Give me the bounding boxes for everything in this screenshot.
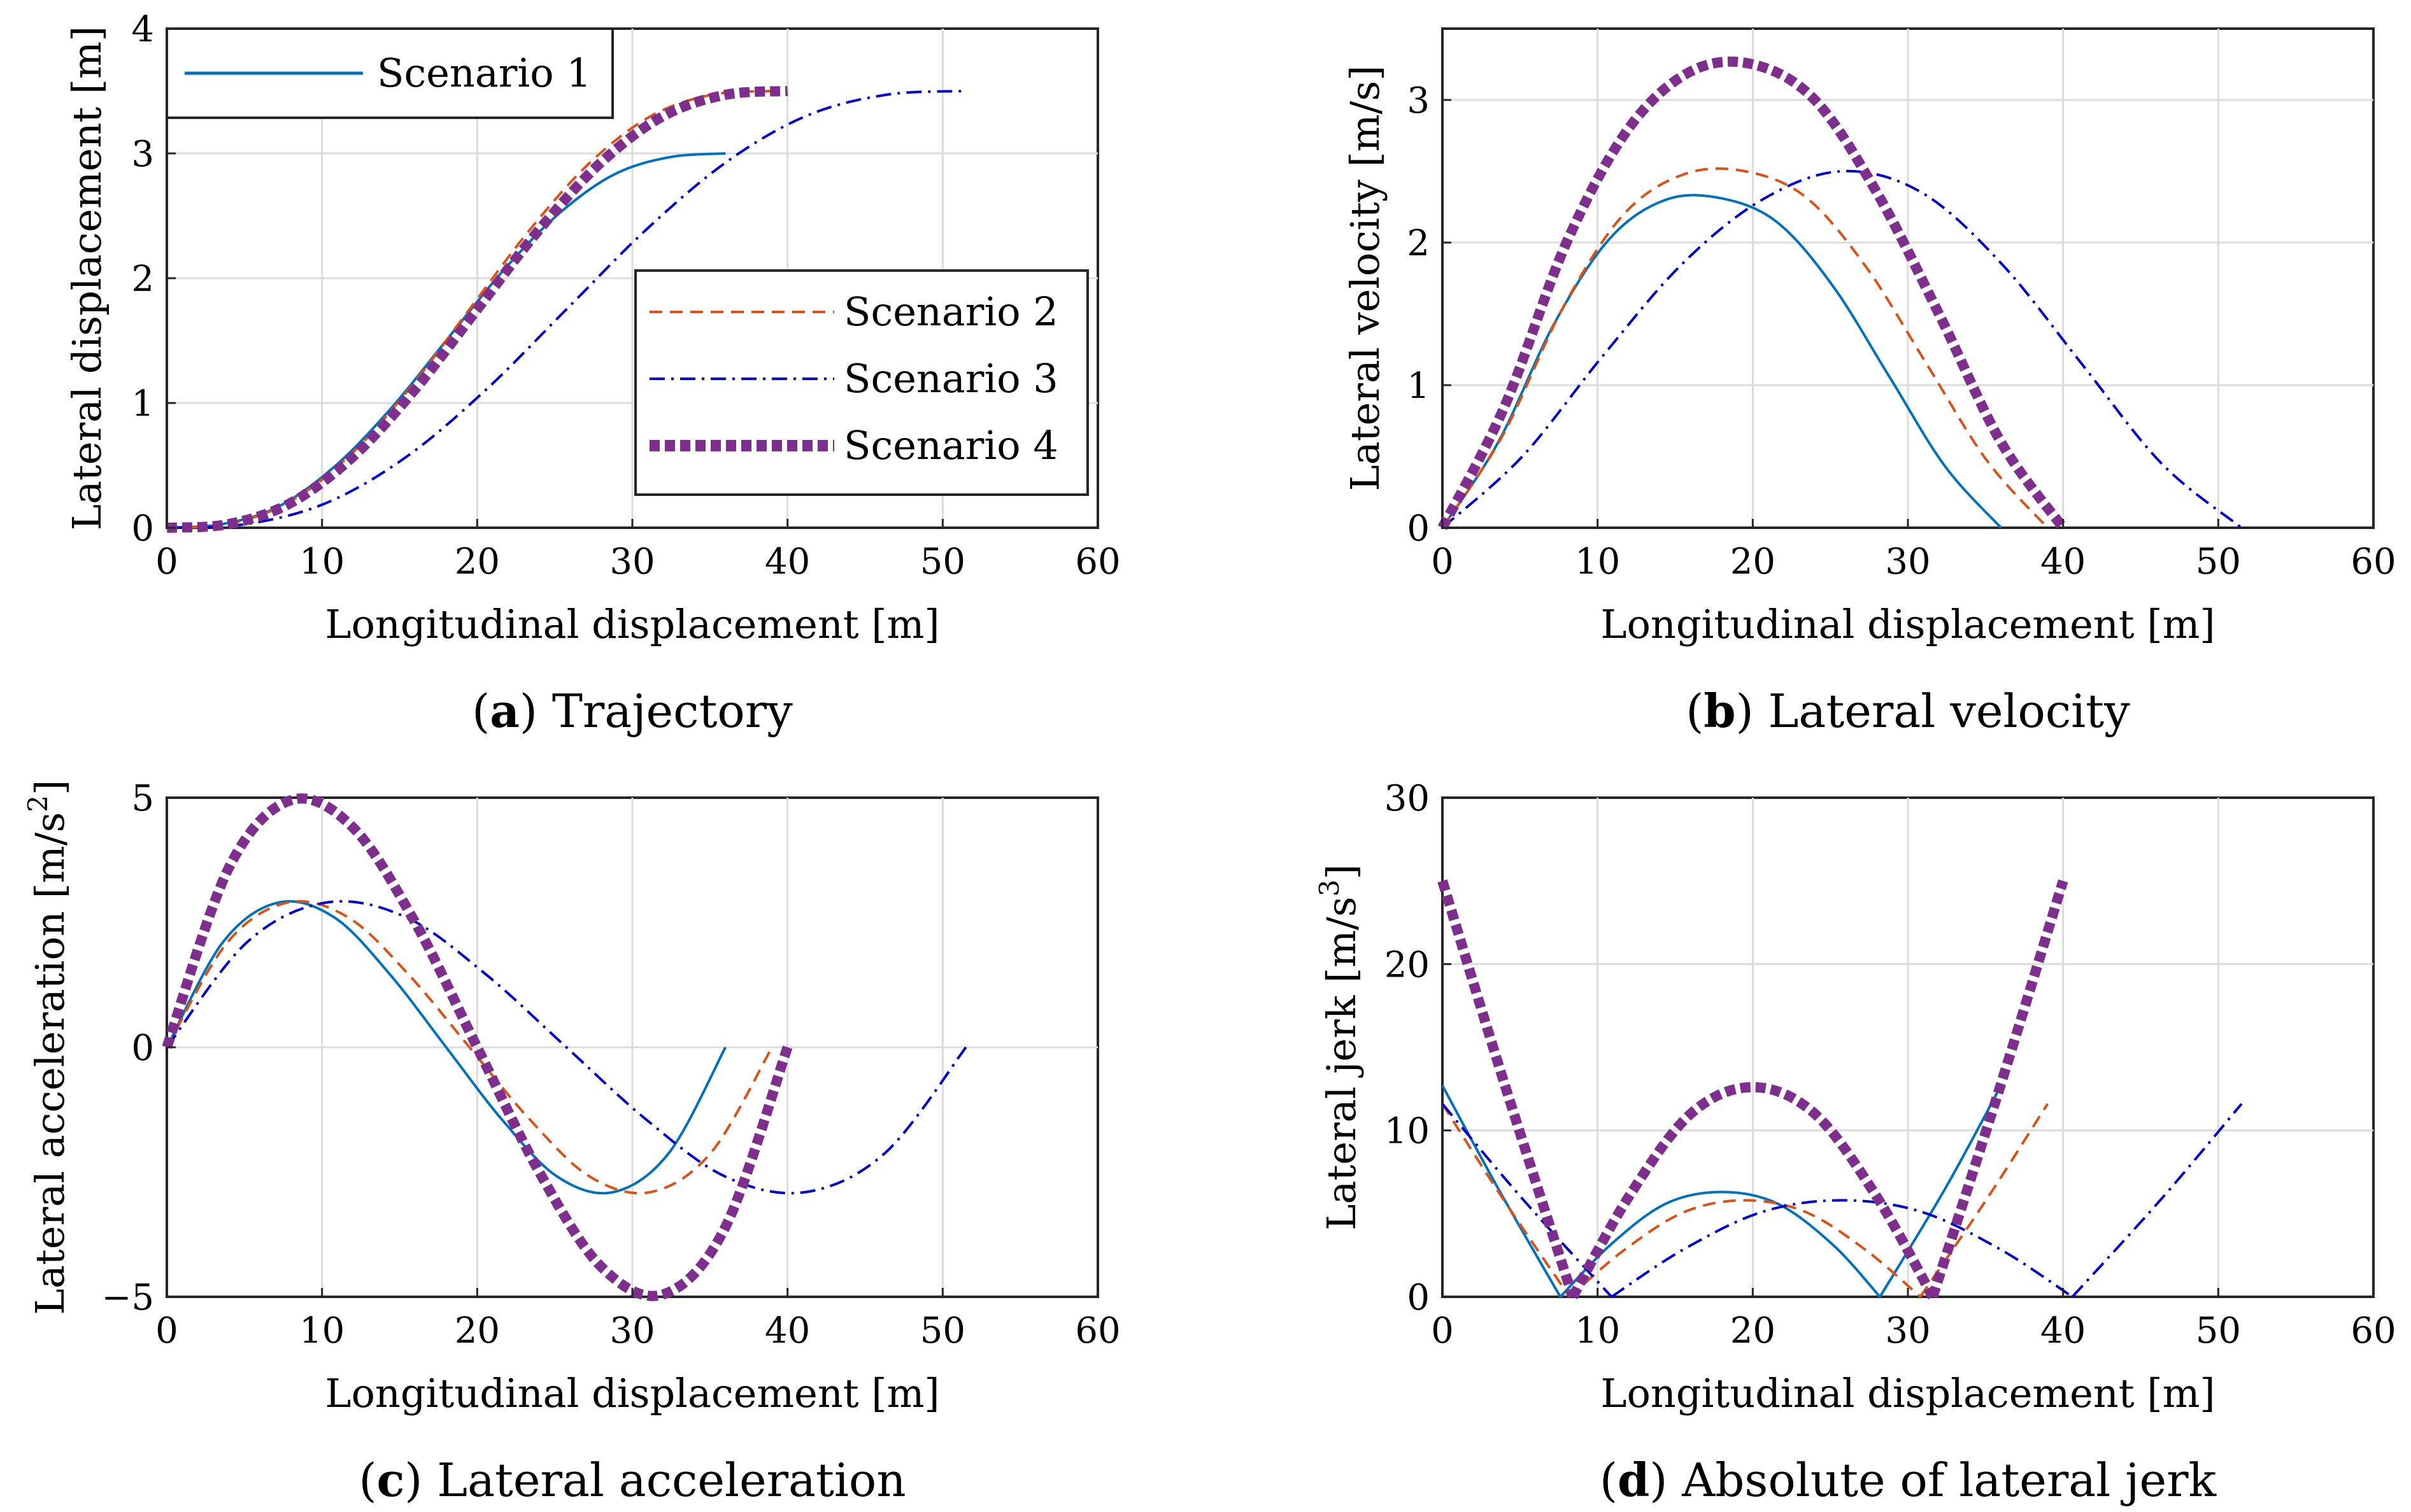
x-tick-label: 10 xyxy=(1575,541,1620,583)
x-tick-label: 60 xyxy=(1075,1310,1120,1352)
series-line-scenario-2 xyxy=(1441,167,2049,529)
series-line-scenario-4 xyxy=(1928,879,2068,1299)
x-tick-label: 10 xyxy=(299,541,345,583)
y-tick-label: 0 xyxy=(1407,1277,1430,1318)
series-line-scenario-2 xyxy=(1568,1199,1921,1298)
series-line-scenario-1 xyxy=(1879,1085,2002,1298)
series-line-scenario-3 xyxy=(2071,1103,2243,1298)
x-axis-label-b: Longitudinal displacement [m] xyxy=(1600,601,2215,647)
x-tick-label: 50 xyxy=(2196,541,2241,583)
x-tick-label: 40 xyxy=(2040,1310,2086,1352)
legend-box-mid xyxy=(634,269,1089,496)
y-axis-label-c: Lateral acceleration [m/s2] xyxy=(22,780,73,1315)
legend-label-s1: Scenario 1 xyxy=(377,50,592,96)
x-tick-label: 10 xyxy=(1575,1310,1620,1352)
series-line-scenario-4 xyxy=(166,86,788,533)
grid-d xyxy=(1442,798,2373,1297)
panel-trajectory: 0 10 20 30 40 50 60 0 1 2 3 4 Longitudinal displace… xyxy=(64,9,1121,738)
legend-label-s2: Scenario 2 xyxy=(844,288,1058,335)
series-line-scenario-2 xyxy=(166,900,774,1195)
x-tick-label: 20 xyxy=(1730,1310,1775,1352)
y-tick-label: 3 xyxy=(131,134,154,175)
x-tick-label: 30 xyxy=(1885,1310,1930,1352)
caption-b: (b) Lateral velocity xyxy=(1686,684,2130,738)
y-tick-label: 5 xyxy=(131,778,154,819)
legend-label-s3: Scenario 3 xyxy=(844,355,1058,402)
series-line-scenario-1 xyxy=(1441,194,2002,529)
series-line-scenario-1 xyxy=(1441,1085,1561,1297)
ticks-b: 0 10 20 30 40 50 60 0 1 2 3 xyxy=(1407,80,2396,583)
x-axis-label-d: Longitudinal displacement [m] xyxy=(1600,1370,2215,1417)
x-tick-label: 40 xyxy=(765,541,810,583)
series-b xyxy=(1437,56,2243,531)
series-line-scenario-3 xyxy=(1441,1103,1613,1298)
y-tick-label: 0 xyxy=(131,1028,154,1069)
x-tick-label: 30 xyxy=(1885,541,1930,583)
y-tick-label: 3 xyxy=(1407,80,1430,122)
x-tick-label: 30 xyxy=(609,1310,655,1352)
x-tick-label: 20 xyxy=(455,1310,500,1352)
series-line-scenario-4 xyxy=(1437,56,2068,531)
x-tick-label: 50 xyxy=(2196,1310,2241,1352)
x-tick-label: 20 xyxy=(455,541,500,583)
legend-a-top: Scenario 1 xyxy=(166,27,614,119)
ticks-d: 0 10 20 30 40 50 60 0 10 20 30 xyxy=(1384,778,2396,1352)
x-axis-label-a: Longitudinal displacement [m] xyxy=(325,601,939,647)
y-axis-label-d: Lateral jerk [m/s3] xyxy=(1314,864,1365,1230)
y-tick-label: 30 xyxy=(1384,778,1430,819)
series-line-scenario-4 xyxy=(1437,879,1578,1299)
x-tick-label: 0 xyxy=(1431,541,1454,583)
y-tick-label: 20 xyxy=(1384,944,1430,986)
y-axis-label-a: Lateral displacement [m] xyxy=(64,26,110,530)
y-tick-label: 1 xyxy=(1407,365,1430,407)
y-tick-label: 2 xyxy=(131,258,154,300)
series-line-scenario-3 xyxy=(1611,1199,2073,1298)
panel-lateral-acceleration: 0 10 20 30 40 50 60−505 Longitudinal displacem… xyxy=(22,778,1121,1507)
series-line-scenario-3 xyxy=(1441,169,2243,529)
ticks-c: 0 10 20 30 40 50 60−505 xyxy=(101,778,1120,1352)
y-tick-label: −5 xyxy=(101,1277,154,1318)
series-a xyxy=(166,86,966,533)
legend-label-s4: Scenario 4 xyxy=(844,422,1058,469)
y-tick-label: 0 xyxy=(1407,508,1430,549)
caption-c: (c) Lateral acceleration xyxy=(359,1453,906,1507)
series-line-scenario-3 xyxy=(166,90,966,529)
series-line-scenario-1 xyxy=(1559,1191,1881,1298)
x-tick-label: 40 xyxy=(765,1310,810,1352)
y-tick-label: 10 xyxy=(1384,1111,1430,1152)
y-tick-label: 4 xyxy=(131,9,154,50)
panel-lateral-jerk: 0 10 20 30 40 50 60 0 10 20 30 Longitudinal displa… xyxy=(1314,778,2396,1507)
x-tick-label: 10 xyxy=(299,1310,345,1352)
x-tick-label: 60 xyxy=(1075,541,1120,583)
caption-a: (a) Trajectory xyxy=(472,684,793,738)
ticks-a: 0 10 20 30 40 50 60 0 1 2 3 4 xyxy=(131,9,1120,583)
x-tick-label: 20 xyxy=(1730,541,1775,583)
x-tick-label: 0 xyxy=(1431,1310,1454,1352)
x-tick-label: 60 xyxy=(2351,1310,2396,1352)
grid-c xyxy=(167,798,1098,1297)
x-tick-label: 50 xyxy=(920,541,965,583)
legend-a-mid: Scenario 2 Scenario 3 Scenario 4 xyxy=(634,269,1089,496)
series-line-scenario-3 xyxy=(166,900,967,1195)
caption-d: (d) Absolute of lateral jerk xyxy=(1600,1453,2217,1507)
x-tick-label: 40 xyxy=(2040,541,2086,583)
x-tick-label: 60 xyxy=(2351,541,2396,583)
panel-lateral-velocity: 0 10 20 30 40 50 60 0 1 2 3 Longitudinal displacem… xyxy=(1342,27,2396,738)
x-tick-label: 0 xyxy=(155,541,178,583)
y-axis-label-b: Lateral velocity [m/s] xyxy=(1342,66,1388,491)
x-axis-label-c: Longitudinal displacement [m] xyxy=(325,1370,939,1417)
y-tick-label: 1 xyxy=(131,383,154,425)
y-tick-label: 0 xyxy=(131,508,154,549)
series-line-scenario-2 xyxy=(1441,1103,1571,1298)
series-c xyxy=(162,793,967,1301)
y-tick-label: 2 xyxy=(1407,223,1430,264)
x-tick-label: 30 xyxy=(609,541,655,583)
x-tick-label: 0 xyxy=(155,1310,178,1352)
series-line-scenario-4 xyxy=(1568,1082,1937,1299)
series-line-scenario-1 xyxy=(166,900,727,1195)
series-line-scenario-2 xyxy=(166,90,772,529)
x-tick-label: 50 xyxy=(920,1310,965,1352)
series-d xyxy=(1437,879,2243,1299)
